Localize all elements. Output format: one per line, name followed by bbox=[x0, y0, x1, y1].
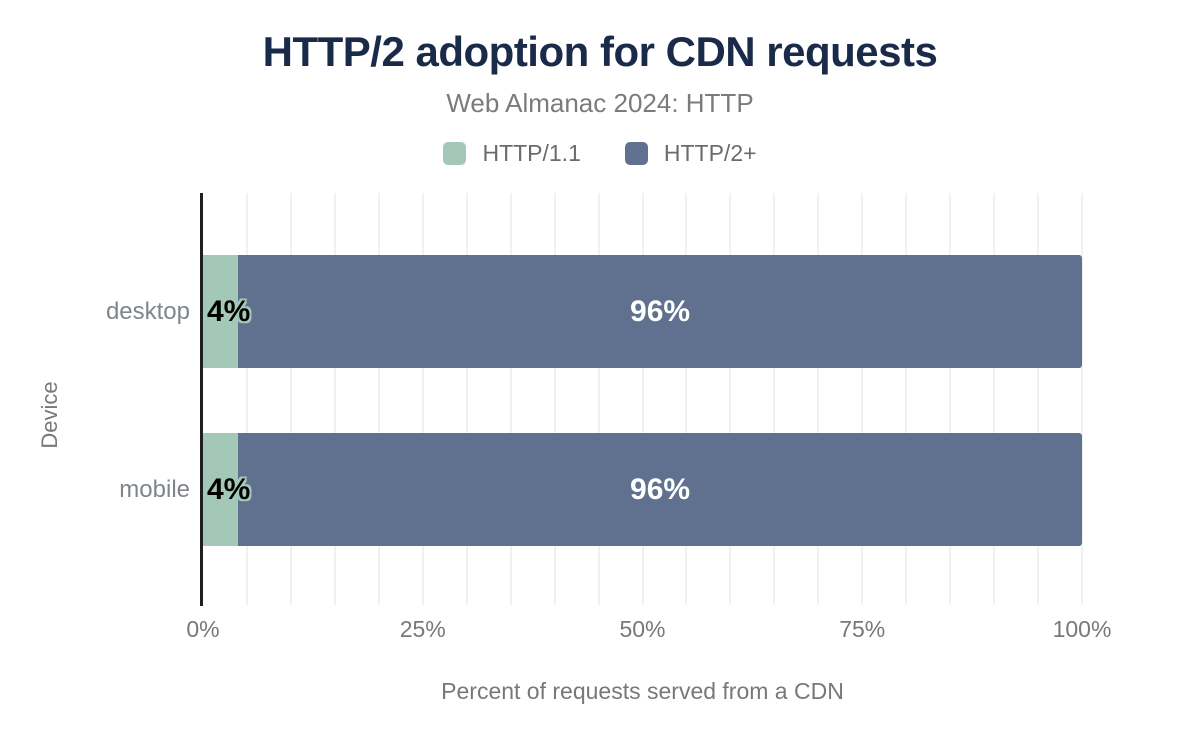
chart-subtitle: Web Almanac 2024: HTTP bbox=[446, 88, 754, 118]
x-tick: 0% bbox=[186, 616, 220, 642]
gridline bbox=[245, 193, 248, 605]
legend-item-http1[interactable]: HTTP/1.1 bbox=[443, 140, 581, 167]
category-label-mobile: mobile bbox=[119, 476, 190, 503]
legend-swatch-http2 bbox=[624, 142, 648, 165]
x-tick: 25% bbox=[399, 616, 446, 642]
x-tick: 50% bbox=[619, 616, 666, 642]
gridline bbox=[905, 193, 908, 605]
x-axis-title: Percent of requests served from a CDN bbox=[441, 678, 844, 704]
x-tick: 75% bbox=[839, 616, 886, 642]
bar-value-label: 96% bbox=[630, 294, 691, 328]
gridline bbox=[817, 193, 820, 605]
gridline bbox=[861, 193, 864, 605]
bar-segment-http2[interactable]: 96% bbox=[238, 255, 1082, 368]
gridline bbox=[377, 193, 380, 605]
gridline bbox=[553, 193, 556, 605]
x-axis-ticks: 0% 25% 50% 75% 100% bbox=[186, 616, 1111, 644]
gridline bbox=[993, 193, 996, 605]
x-tick: 100% bbox=[1052, 616, 1112, 642]
bar-value-label: 96% bbox=[630, 472, 691, 506]
gridline bbox=[773, 193, 776, 605]
legend-label: HTTP/2+ bbox=[663, 140, 757, 166]
bar-row-desktop: 96% 4% bbox=[203, 255, 1082, 368]
legend-item-http2[interactable]: HTTP/2+ bbox=[624, 140, 757, 167]
gridline bbox=[1081, 193, 1083, 605]
y-axis-line bbox=[200, 193, 203, 606]
bar-segment-http1[interactable] bbox=[203, 433, 239, 546]
gridline bbox=[509, 193, 512, 605]
gridline bbox=[289, 193, 292, 605]
gridline bbox=[641, 193, 644, 605]
gridline bbox=[597, 193, 600, 605]
legend-swatch-http1 bbox=[443, 142, 467, 165]
bar-value-label: 4% bbox=[207, 472, 251, 506]
plot-area: 96% 4% 96% 4% bbox=[203, 193, 1083, 605]
bar-row-mobile: 96% 4% bbox=[203, 433, 1082, 546]
category-label-desktop: desktop bbox=[105, 298, 190, 325]
bar-segment-http2[interactable]: 96% bbox=[238, 433, 1082, 546]
gridline bbox=[465, 193, 468, 605]
bar-segment-http1[interactable] bbox=[203, 255, 239, 368]
gridline bbox=[949, 193, 952, 605]
gridline bbox=[729, 193, 732, 605]
bar-value-label: 4% bbox=[207, 294, 251, 328]
y-axis-title: Device bbox=[37, 381, 62, 449]
gridline bbox=[685, 193, 688, 605]
gridline bbox=[333, 193, 336, 605]
chart-title: HTTP/2 adoption for CDN requests bbox=[262, 28, 938, 75]
legend-label: HTTP/1.1 bbox=[482, 140, 581, 166]
gridline bbox=[421, 193, 424, 605]
legend: HTTP/1.1 HTTP/2+ bbox=[0, 140, 1200, 167]
gridline bbox=[1037, 193, 1040, 605]
